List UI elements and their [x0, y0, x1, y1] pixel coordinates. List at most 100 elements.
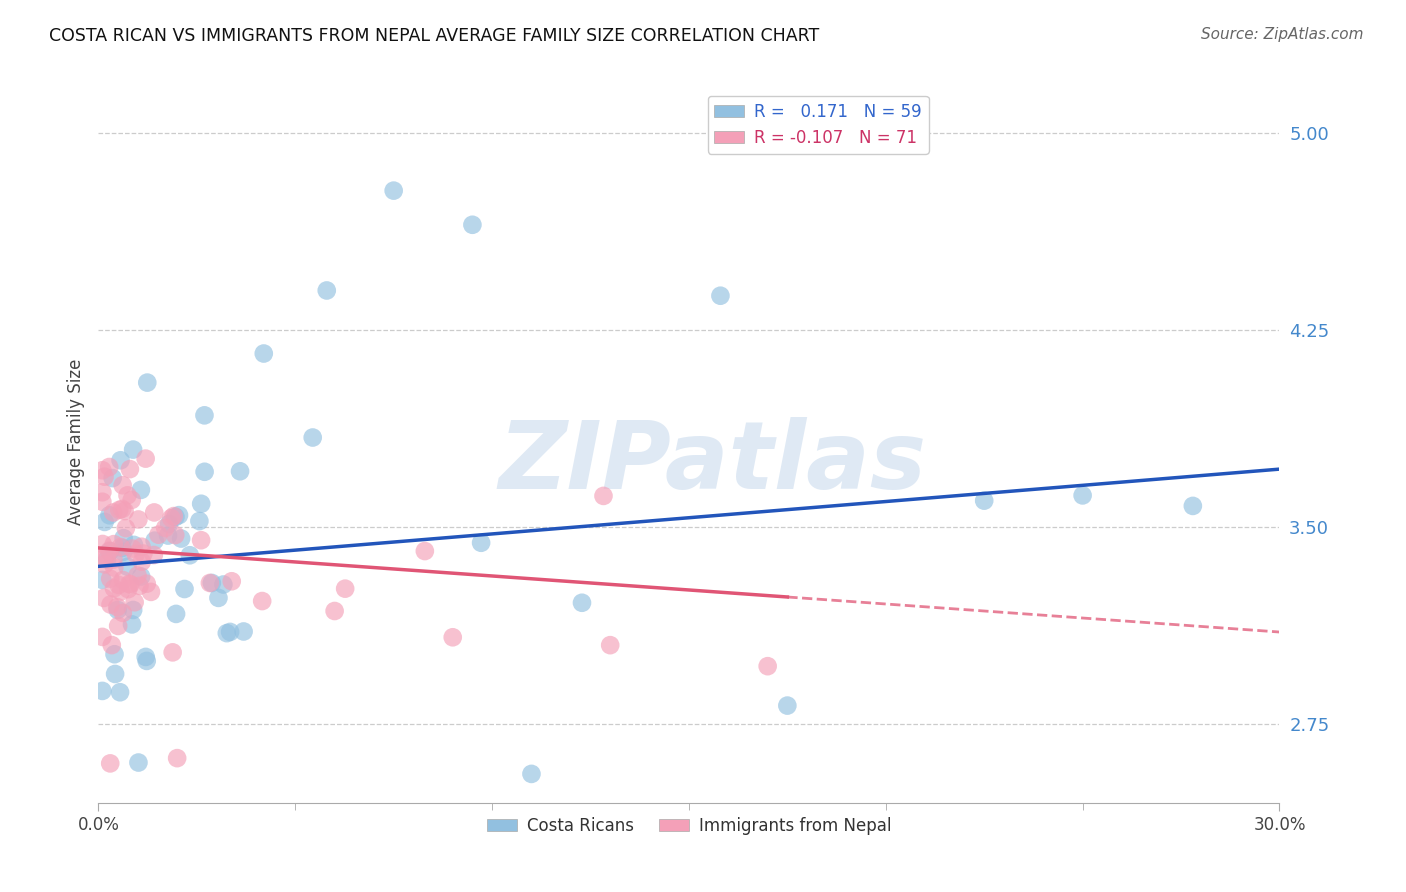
Point [128, 579, 150, 593]
Point [127, 756, 149, 770]
Point [115, 521, 138, 535]
Point [139, 585, 162, 599]
Point [107, 578, 129, 592]
Point [190, 533, 212, 548]
Text: Source: ZipAtlas.com: Source: ZipAtlas.com [1201, 27, 1364, 42]
Point [127, 512, 149, 526]
Point [129, 483, 152, 497]
Point [250, 594, 273, 608]
Point [165, 509, 187, 524]
Point [198, 576, 221, 591]
Point [117, 488, 139, 502]
Point [104, 667, 127, 681]
Point [111, 606, 134, 620]
Point [136, 376, 159, 390]
Point [413, 544, 436, 558]
Point [188, 514, 211, 528]
Point [112, 531, 135, 545]
Point [122, 538, 145, 552]
Point [103, 505, 125, 519]
Point [143, 505, 166, 519]
Point [163, 509, 186, 524]
Point [315, 284, 337, 298]
Point [101, 471, 124, 485]
Point [1181, 499, 1204, 513]
Point [110, 584, 132, 599]
Point [173, 582, 195, 596]
Point [121, 617, 143, 632]
Point [107, 619, 129, 633]
Point [96, 552, 118, 566]
Point [96, 548, 118, 562]
Point [520, 767, 543, 781]
Point [112, 545, 135, 559]
Point [111, 541, 134, 555]
Point [91, 630, 114, 644]
Point [709, 289, 731, 303]
Point [441, 630, 464, 644]
Point [98, 572, 121, 586]
Point [93, 550, 115, 565]
Point [207, 591, 229, 605]
Point [118, 577, 141, 591]
Text: ZIPatlas: ZIPatlas [499, 417, 927, 509]
Point [103, 560, 125, 574]
Point [193, 409, 215, 423]
Point [91, 684, 114, 698]
Point [170, 532, 193, 546]
Point [179, 548, 201, 562]
Point [93, 591, 115, 605]
Point [165, 528, 187, 542]
Point [592, 489, 614, 503]
Point [111, 502, 134, 516]
Point [127, 568, 149, 582]
Point [215, 626, 238, 640]
Point [125, 547, 148, 561]
Point [103, 552, 125, 566]
Legend: Costa Ricans, Immigrants from Nepal: Costa Ricans, Immigrants from Nepal [479, 810, 898, 841]
Point [105, 600, 128, 615]
Point [110, 453, 132, 467]
Point [98, 756, 121, 771]
Point [148, 527, 170, 541]
Point [103, 647, 125, 661]
Point [166, 751, 188, 765]
Point [132, 547, 155, 561]
Point [91, 573, 114, 587]
Point [229, 464, 252, 478]
Point [117, 559, 139, 574]
Point [776, 698, 799, 713]
Point [135, 576, 157, 591]
Point [190, 497, 212, 511]
Point [599, 638, 621, 652]
Point [118, 462, 141, 476]
Point [93, 515, 115, 529]
Point [155, 521, 177, 535]
Point [165, 607, 187, 621]
Point [135, 654, 157, 668]
Point [101, 638, 124, 652]
Point [122, 442, 145, 457]
Point [120, 577, 142, 591]
Point [91, 494, 114, 508]
Point [122, 603, 145, 617]
Point [156, 528, 179, 542]
Point [93, 469, 115, 483]
Point [162, 645, 184, 659]
Point [160, 511, 183, 525]
Point [111, 478, 134, 492]
Point [117, 582, 139, 596]
Point [98, 460, 121, 475]
Point [131, 555, 153, 569]
Point [232, 624, 254, 639]
Point [91, 537, 114, 551]
Point [323, 604, 346, 618]
Point [157, 516, 180, 531]
Point [91, 463, 114, 477]
Point [470, 535, 492, 549]
Point [108, 685, 131, 699]
Point [253, 346, 276, 360]
Point [382, 184, 405, 198]
Point [212, 577, 235, 591]
Point [143, 533, 166, 548]
